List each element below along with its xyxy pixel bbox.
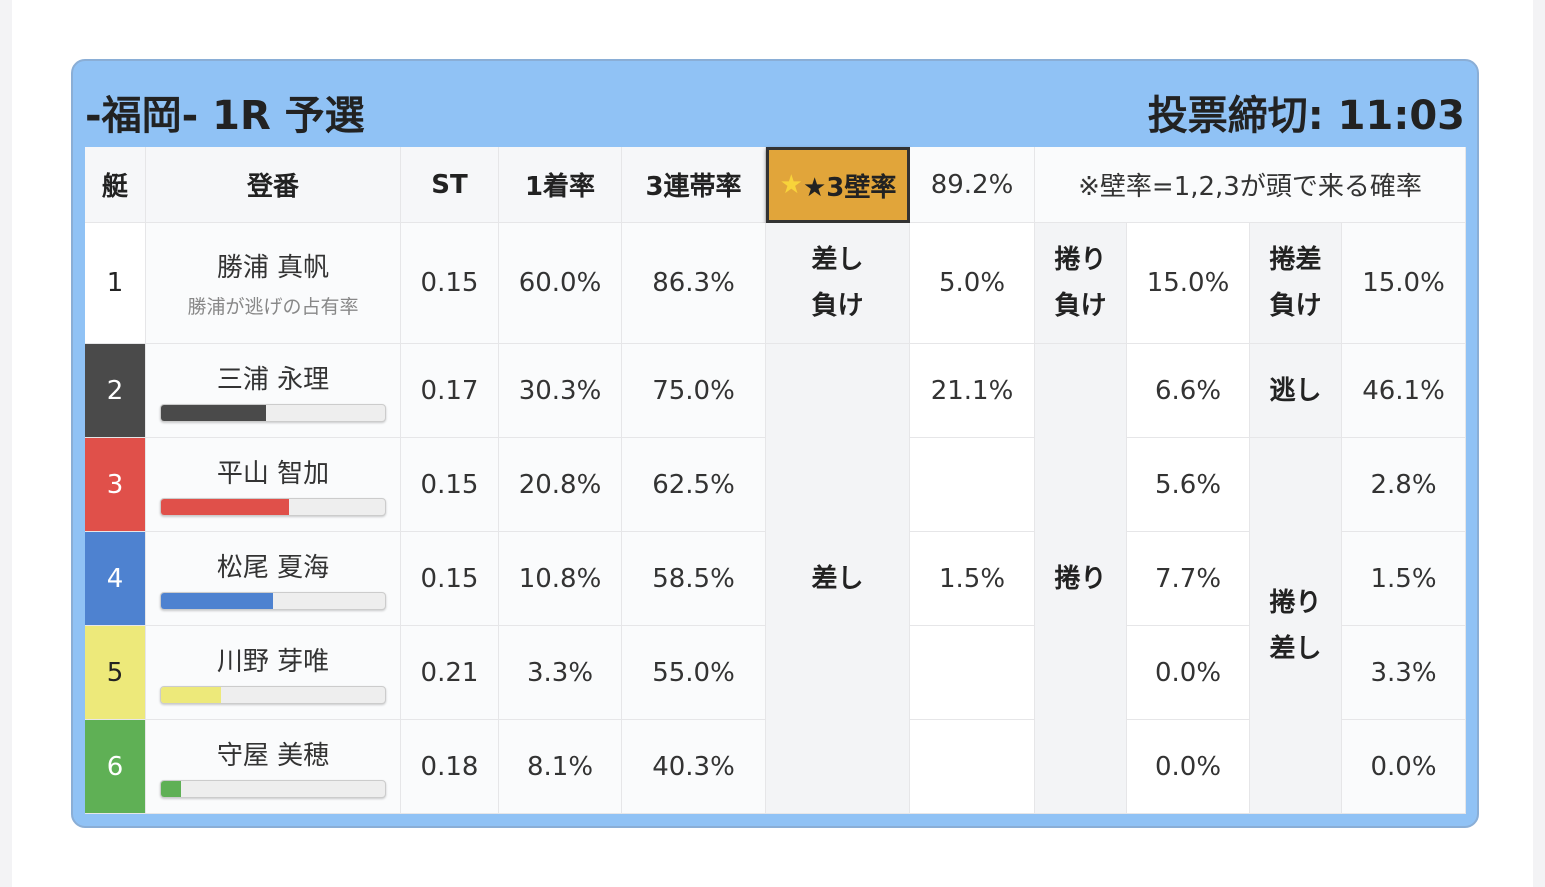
sashi-value bbox=[910, 438, 1035, 532]
racer-name-cell: 川野 芽唯 bbox=[146, 626, 401, 720]
makuri-value: 0.0% bbox=[1127, 720, 1250, 814]
racer-name-cell: 松尾 夏海 bbox=[146, 532, 401, 626]
top3-rate: 62.5% bbox=[622, 438, 766, 532]
sashi-make: 差し 負け bbox=[766, 223, 910, 344]
sashi-value: 1.5% bbox=[910, 532, 1035, 626]
st-value: 0.15 bbox=[401, 532, 499, 626]
boat-number: 1 bbox=[85, 223, 146, 344]
racer-bar-fill bbox=[161, 781, 182, 797]
header-top3: 3連帯率 bbox=[622, 147, 766, 223]
sashi-value: 21.1% bbox=[910, 344, 1035, 438]
header-boat: 艇 bbox=[85, 147, 146, 223]
wall-rate-note: ※壁率=1,2,3が頭で来る確率 bbox=[1035, 147, 1466, 223]
racer-bar bbox=[160, 498, 386, 516]
top3-rate: 75.0% bbox=[622, 344, 766, 438]
makurisashi-value: 46.1% bbox=[1342, 344, 1466, 438]
wall-rate-text: ★3壁率 bbox=[802, 172, 897, 203]
makurisashi-make: 捲差 負け bbox=[1250, 223, 1342, 344]
racer-name: 平山 智加 bbox=[216, 459, 330, 489]
racer-bar-fill bbox=[161, 499, 289, 515]
makurisashi-value: 15.0% bbox=[1342, 223, 1466, 344]
racer-name-cell: 平山 智加 bbox=[146, 438, 401, 532]
top3-rate: 40.3% bbox=[622, 720, 766, 814]
makurisashi: 捲り 差し bbox=[1250, 438, 1342, 814]
first-rate: 8.1% bbox=[499, 720, 622, 814]
racer-bar bbox=[160, 404, 386, 422]
st-value: 0.15 bbox=[401, 438, 499, 532]
sashi-value bbox=[910, 720, 1035, 814]
race-title: -福岡- 1R 予選 bbox=[85, 93, 365, 139]
racer-name-cell: 三浦 永理 bbox=[146, 344, 401, 438]
racer-bar bbox=[160, 686, 386, 704]
race-table: 艇 登番 ST 1着率 3連帯率 ★ ★3壁率 89.2% ※壁率=1,2,3が頭… bbox=[85, 147, 1466, 814]
header-first: 1着率 bbox=[499, 147, 622, 223]
st-value: 0.18 bbox=[401, 720, 499, 814]
vote-deadline: 投票締切: 11:03 bbox=[1147, 93, 1465, 139]
makurisashi-value: 0.0% bbox=[1342, 720, 1466, 814]
racer-bar bbox=[160, 592, 386, 610]
racer-bar-fill bbox=[161, 687, 222, 703]
race-card: -福岡- 1R 予選 投票締切: 11:03 艇 登番 ST 1着率 3連帯率 … bbox=[71, 59, 1479, 828]
racer-bar bbox=[160, 780, 386, 798]
boat-number: 5 bbox=[85, 626, 146, 720]
header-reg: 登番 bbox=[146, 147, 401, 223]
racer-name: 三浦 永理 bbox=[216, 365, 330, 395]
racer-subtitle: 勝浦が逃げの占有率 bbox=[187, 296, 359, 318]
wall-rate-label: ★ ★3壁率 bbox=[766, 147, 910, 223]
sashi-value bbox=[910, 626, 1035, 720]
makuri: 捲り bbox=[1035, 344, 1127, 814]
st-value: 0.17 bbox=[401, 344, 499, 438]
first-rate: 10.8% bbox=[499, 532, 622, 626]
makurisashi-value: 3.3% bbox=[1342, 626, 1466, 720]
first-rate: 20.8% bbox=[499, 438, 622, 532]
racer-bar-fill bbox=[161, 405, 267, 421]
makurisashi-value: 2.8% bbox=[1342, 438, 1466, 532]
st-value: 0.21 bbox=[401, 626, 499, 720]
left-gutter bbox=[0, 0, 12, 887]
makuri-value: 7.7% bbox=[1127, 532, 1250, 626]
racer-bar-fill bbox=[161, 593, 273, 609]
boat-number: 6 bbox=[85, 720, 146, 814]
boat-number: 2 bbox=[85, 344, 146, 438]
top3-rate: 58.5% bbox=[622, 532, 766, 626]
makuri-value: 15.0% bbox=[1127, 223, 1250, 344]
makuri-value: 5.6% bbox=[1127, 438, 1250, 532]
star-icon: ★ bbox=[779, 170, 803, 200]
top3-rate: 55.0% bbox=[622, 626, 766, 720]
makuri-make: 捲り 負け bbox=[1035, 223, 1127, 344]
racer-name: 守屋 美穂 bbox=[216, 741, 330, 771]
racer-name: 勝浦 真帆 bbox=[216, 253, 330, 283]
sashi: 差し bbox=[766, 344, 910, 814]
nige: 逃し bbox=[1250, 344, 1342, 438]
sashi-value: 5.0% bbox=[910, 223, 1035, 344]
makuri-value: 0.0% bbox=[1127, 626, 1250, 720]
makurisashi-value: 1.5% bbox=[1342, 532, 1466, 626]
racer-name-cell: 守屋 美穂 bbox=[146, 720, 401, 814]
wall-rate-value: 89.2% bbox=[910, 147, 1035, 223]
racer-name-cell: 勝浦 真帆勝浦が逃げの占有率 bbox=[146, 223, 401, 344]
boat-number: 3 bbox=[85, 438, 146, 532]
makuri-value: 6.6% bbox=[1127, 344, 1250, 438]
racer-name: 川野 芽唯 bbox=[216, 647, 330, 677]
racer-name: 松尾 夏海 bbox=[216, 553, 330, 583]
first-rate: 3.3% bbox=[499, 626, 622, 720]
first-rate: 30.3% bbox=[499, 344, 622, 438]
first-rate: 60.0% bbox=[499, 223, 622, 344]
top3-rate: 86.3% bbox=[622, 223, 766, 344]
right-gutter bbox=[1533, 0, 1545, 887]
header-st: ST bbox=[401, 147, 499, 223]
boat-number: 4 bbox=[85, 532, 146, 626]
st-value: 0.15 bbox=[401, 223, 499, 344]
